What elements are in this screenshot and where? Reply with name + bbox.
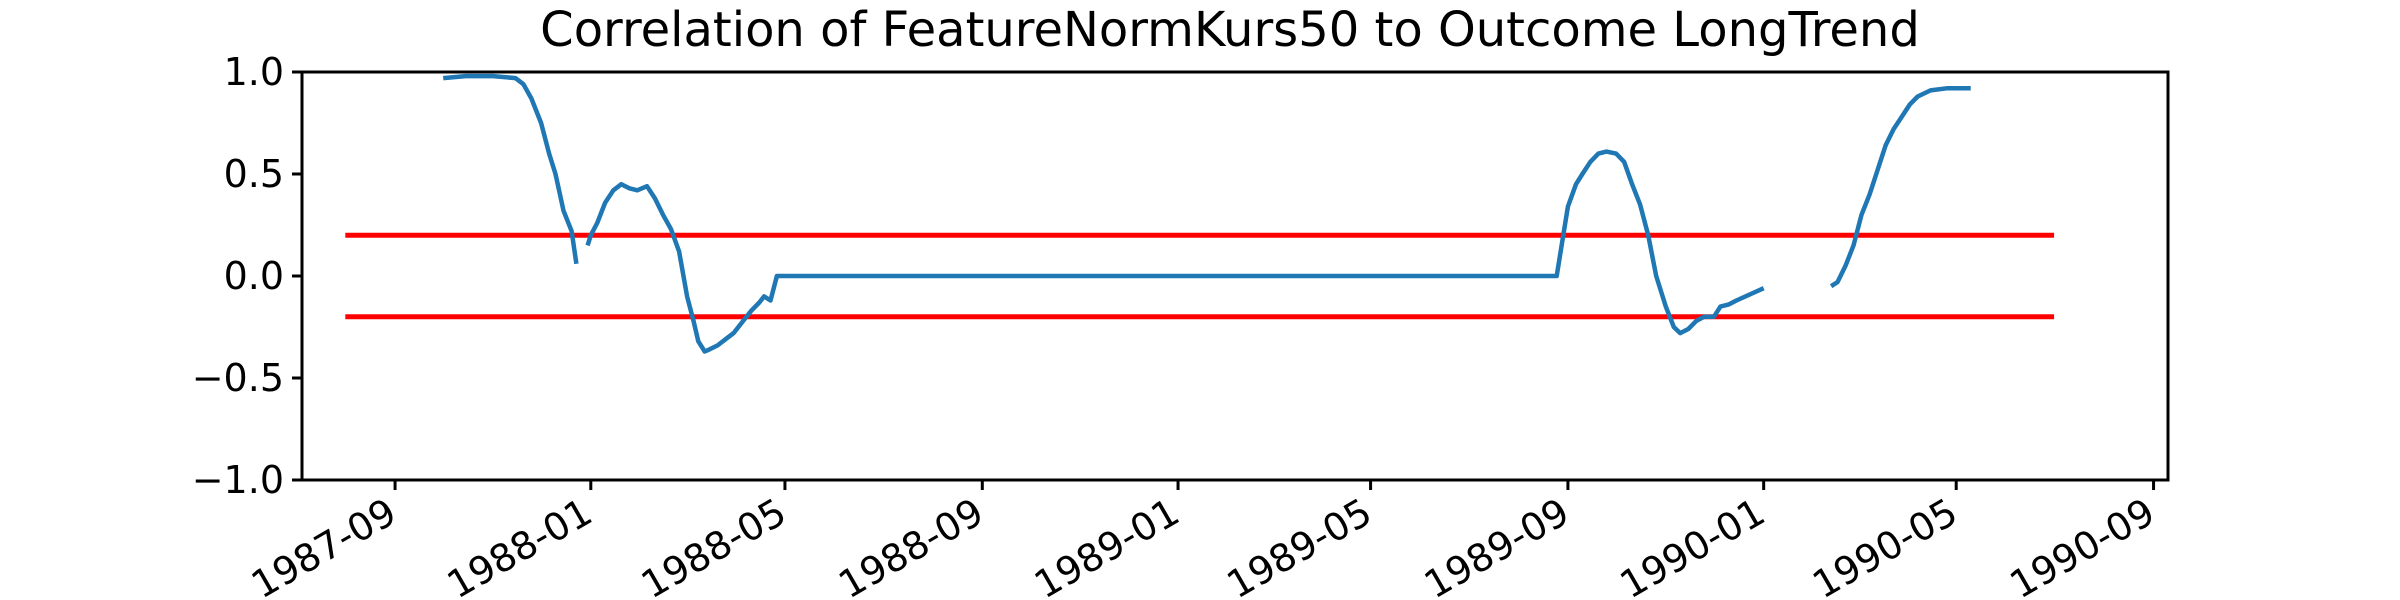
series-line <box>585 149 1765 354</box>
series-line <box>1829 86 1971 289</box>
x-tick-label: 1989-01 <box>1027 490 1187 600</box>
y-tick-label: 1.0 <box>224 50 284 94</box>
x-tick-label: 1988-01 <box>440 490 600 600</box>
x-tick-label: 1987-09 <box>244 490 404 600</box>
x-tick-label: 1989-09 <box>1417 490 1577 600</box>
x-tick-label: 1990-05 <box>1805 490 1965 600</box>
x-tick-label: 1988-09 <box>831 490 991 600</box>
y-tick-label: −1.0 <box>192 458 284 502</box>
chart-title: Correlation of FeatureNormKurs50 to Outc… <box>540 2 1920 58</box>
x-tick-label: 1990-01 <box>1613 490 1773 600</box>
x-tick-label: 1989-05 <box>1220 490 1380 600</box>
y-tick-label: −0.5 <box>192 356 284 400</box>
y-tick-label: 0.5 <box>224 152 284 196</box>
y-tick-label: 0.0 <box>224 254 284 298</box>
x-tick-label: 1988-05 <box>634 490 794 600</box>
series-line <box>443 73 579 265</box>
x-tick-label: 1990-09 <box>2003 490 2163 600</box>
